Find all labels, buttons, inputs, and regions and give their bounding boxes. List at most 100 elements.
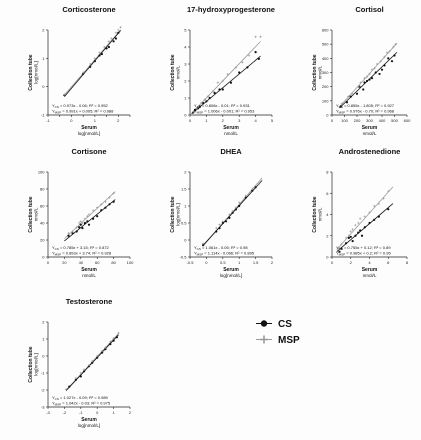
cs-data-point	[202, 102, 205, 105]
cs-data-point	[218, 227, 221, 230]
msp-data-point	[358, 217, 362, 220]
msp-data-point	[117, 28, 120, 32]
x-tick-label: 1	[238, 260, 241, 265]
msp-data-point	[226, 73, 229, 76]
y-axis-unit: nmol/L	[176, 65, 181, 79]
y-tick-label: 200	[322, 84, 329, 89]
cs-data-point	[82, 370, 86, 373]
msp-data-point	[340, 243, 343, 246]
legend: CS MSP	[256, 319, 300, 346]
msp-data-point	[368, 211, 371, 214]
y-axis-label: Collection tube	[312, 54, 318, 90]
x-tick-label: 2	[129, 410, 132, 415]
chart-title: Corticosterone	[62, 5, 115, 14]
y-tick-label: -0.5	[180, 255, 188, 260]
cs-data-point	[221, 88, 224, 91]
msp-data-point	[203, 98, 206, 101]
cs-data-point	[87, 223, 91, 226]
x-tick-label: 60	[95, 260, 100, 265]
y-tick-label: 40	[40, 221, 45, 226]
chart-panel-1: Corticosterone-1 0 1 2-1012Serumlog[nmol/L]…	[28, 5, 131, 136]
cs-data-point	[79, 223, 82, 226]
cs-data-point	[373, 218, 376, 221]
cs-data-point	[114, 37, 118, 40]
cs-data-point	[100, 209, 103, 212]
cs-data-point	[390, 60, 394, 63]
chart-panel-7: Testosterone-3 -2 -1 0 1 2-3-2-1012Serumlog[n…	[28, 297, 132, 428]
x-tick-label: 1.5	[253, 260, 259, 265]
msp-data-point	[259, 35, 262, 38]
y-tick-label: 3	[184, 62, 187, 67]
cs-data-point	[363, 226, 366, 229]
cs-data-point	[112, 40, 115, 43]
y-tick-label: 1	[184, 96, 187, 101]
msp-data-point	[77, 221, 81, 225]
cs-data-point	[82, 72, 85, 76]
msp-data-point	[93, 57, 97, 60]
cs-data-point	[360, 234, 364, 237]
chart-panel-3: Cortisol 0 100 200 300 400 500 600 0 100 200 300 400…	[312, 5, 411, 136]
x-tick-label: 100	[341, 118, 348, 123]
msp-data-point	[200, 101, 203, 105]
cs-data-point	[251, 189, 254, 192]
x-tick-label: 0	[47, 260, 50, 265]
msp-equation: YMSP = 1.042x - 0.03; R² = 0.975	[52, 401, 111, 407]
msp-data-point	[117, 331, 120, 335]
x-tick-label: 1	[205, 118, 208, 123]
cs-data-point	[368, 221, 371, 225]
msp-data-point	[112, 192, 115, 195]
x-axis-unit: log[nmol/L]	[78, 131, 100, 136]
msp-data-point	[107, 40, 111, 43]
msp-regression-line	[336, 186, 394, 250]
cs-data-point	[349, 95, 352, 98]
msp-data-point	[228, 213, 231, 216]
msp-equation: YMSP = 0.976x - 0.70; R² = 0.968	[336, 109, 395, 115]
y-axis-label: Collection tube	[28, 346, 34, 382]
y-axis-unit: nmol/L	[34, 207, 39, 221]
msp-data-point	[372, 204, 376, 208]
x-tick-label: -1	[79, 410, 83, 415]
msp-data-point	[218, 223, 221, 226]
cs-data-point	[224, 220, 228, 223]
y-tick-label: 0	[42, 354, 45, 359]
x-tick-label: 500	[391, 118, 398, 123]
msp-data-point	[363, 215, 367, 218]
cs-data-point	[101, 351, 104, 354]
y-tick-label: 100	[322, 98, 329, 103]
msp-equation: YMSP = 0.893x + 3.74; R² = 0.928	[52, 251, 112, 257]
cs-data-point	[74, 378, 77, 381]
y-tick-label: 4	[184, 45, 187, 50]
msp-data-point	[98, 51, 101, 54]
y-tick-label: -1	[41, 113, 45, 118]
x-tick-label: 300	[366, 118, 373, 123]
cs-data-point	[229, 81, 233, 84]
x-tick-label: 6	[387, 260, 390, 265]
cs-data-point	[98, 54, 101, 57]
msp-data-point	[365, 75, 369, 78]
x-tick-label: 200	[354, 118, 361, 123]
msp-data-point	[87, 213, 91, 216]
cs-data-point	[78, 226, 81, 229]
x-tick-label: 0	[205, 260, 208, 265]
msp-data-point	[96, 206, 99, 209]
y-tick-label: 300	[322, 70, 329, 75]
cs-data-point	[104, 206, 107, 209]
x-tick-label: 80	[111, 260, 116, 265]
cs-data-point	[112, 339, 115, 342]
x-axis-unit: nmol/L	[82, 273, 96, 278]
msp-data-point	[81, 221, 84, 225]
x-axis-label: Serum	[362, 125, 378, 131]
cs-data-point	[108, 203, 111, 206]
y-axis-unit: log[nmol/L]	[34, 61, 39, 83]
x-tick-label: 0	[70, 118, 73, 123]
y-axis-unit: log[nmol/L]	[34, 353, 39, 375]
cs-data-point	[355, 92, 359, 95]
cs-data-point	[104, 348, 107, 351]
msp-data-point	[244, 194, 247, 197]
cs-data-point	[231, 211, 234, 214]
msp-data-point	[91, 359, 94, 363]
msp-data-point	[357, 85, 360, 88]
msp-data-point	[340, 102, 344, 105]
